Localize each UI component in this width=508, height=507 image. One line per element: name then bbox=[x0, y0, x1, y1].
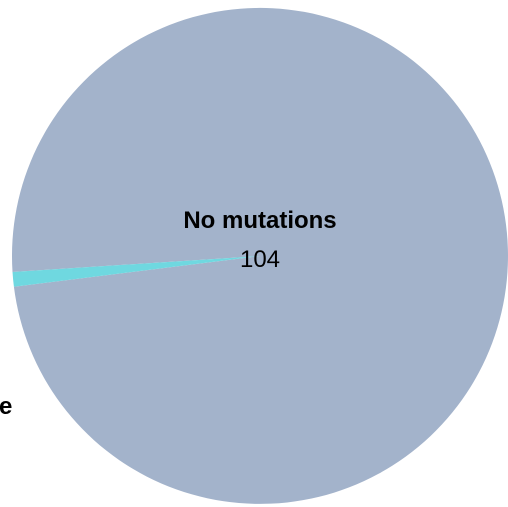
pie-slice-small bbox=[12, 256, 261, 287]
pie-slice-label-value: 104 bbox=[240, 246, 280, 273]
pie-slice-label-name: No mutations bbox=[183, 207, 336, 234]
pie-slice-no-mutations bbox=[11, 7, 508, 504]
pie-labels: No mutations 104 e bbox=[0, 207, 337, 420]
pie-slice-small-label-fragment: e bbox=[0, 393, 12, 420]
pie-slices bbox=[11, 7, 508, 504]
